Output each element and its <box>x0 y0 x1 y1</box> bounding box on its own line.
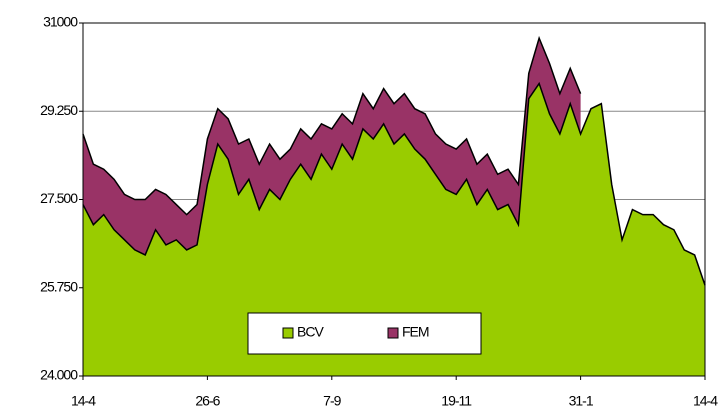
legend: BCV FEM <box>247 312 482 355</box>
y-tick-label: 25.750 <box>40 278 78 294</box>
legend-swatch <box>282 327 294 339</box>
y-tick-label: 24.000 <box>40 367 78 383</box>
line <box>82 81 706 286</box>
y-tick-label: 29.250 <box>40 102 78 118</box>
x-tick-label: 14-4 <box>71 393 96 409</box>
legend-swatch <box>387 327 399 339</box>
plot-border <box>82 22 706 377</box>
x-tick-label: 26-6 <box>195 393 220 409</box>
x-tick-label: 19-11 <box>441 393 472 409</box>
legend-label: FEM <box>402 324 429 340</box>
x-tick-label: 7-9 <box>323 393 341 409</box>
x-tick-label: 31-1 <box>569 393 594 409</box>
x-tick-label: 14-4 <box>693 393 718 409</box>
area <box>83 83 705 376</box>
y-tick-label: 27.500 <box>40 190 78 206</box>
line <box>82 35 582 216</box>
legend-label: BCV <box>297 324 324 340</box>
y-tick-label: 31000 <box>43 14 78 30</box>
